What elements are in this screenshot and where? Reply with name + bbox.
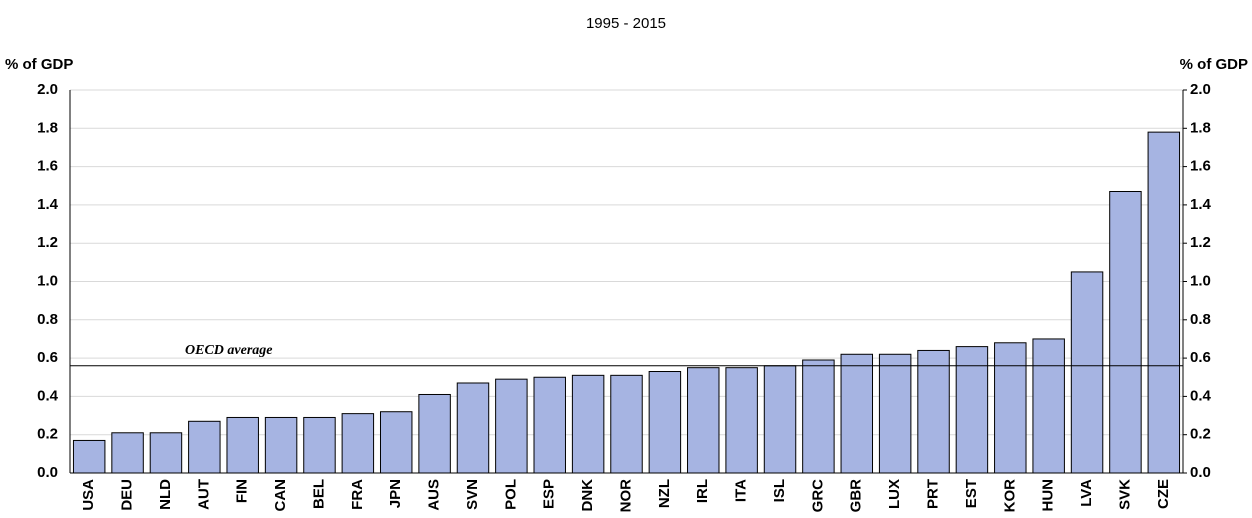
y2-tick-label: 1.0 [1190, 272, 1211, 289]
x-tick-label: ESP [541, 479, 558, 509]
x-tick-label: DEU [119, 479, 136, 511]
x-tick-label: ITA [733, 479, 750, 502]
y2-tick-label: 0.0 [1190, 464, 1211, 481]
x-tick-label: NOR [617, 479, 634, 513]
reference-label: OECD average [185, 343, 273, 358]
y-tick-label: 1.6 [37, 158, 58, 175]
y-tick-label: 2.0 [37, 81, 58, 98]
y2-tick-label: 0.4 [1190, 387, 1212, 404]
y2-tick-label: 1.6 [1190, 158, 1211, 175]
bar [533, 376, 566, 474]
x-tick-label: POL [502, 479, 519, 510]
y2-tick-label: 0.6 [1190, 349, 1211, 366]
x-tick-label: CZE [1155, 479, 1172, 509]
bar [1032, 338, 1065, 474]
y2-tick-label: 1.4 [1190, 196, 1212, 213]
y-tick-label: 0.6 [37, 349, 58, 366]
x-tick-label: USA [80, 479, 97, 511]
bar [1070, 271, 1104, 474]
bar [802, 359, 835, 474]
x-tick-label: NZL [656, 479, 673, 508]
y-tick-label: 0.4 [37, 387, 59, 404]
bar [495, 378, 528, 474]
y-tick-label: 1.8 [37, 119, 58, 136]
y2-tick-label: 0.8 [1190, 311, 1211, 328]
bar [725, 367, 758, 474]
y-axis-label: % of GDP [5, 56, 73, 73]
x-tick-label: DNK [579, 479, 596, 512]
bar [264, 416, 298, 474]
bar [687, 367, 720, 474]
x-tick-label: FRA [349, 479, 366, 510]
bar [188, 420, 221, 474]
x-tick-label: EST [963, 479, 980, 508]
x-tick-label: AUS [426, 479, 443, 511]
bar [149, 432, 183, 474]
y-tick-label: 0.0 [37, 464, 58, 481]
y2-tick-label: 1.2 [1190, 234, 1211, 251]
y-tick-label: 1.4 [37, 196, 59, 213]
x-tick-label: HUN [1040, 479, 1057, 512]
x-tick-label: CAN [272, 479, 289, 512]
bar [1109, 190, 1142, 474]
x-tick-label: PRT [925, 479, 942, 509]
x-tick-label: ISL [771, 479, 788, 502]
x-tick-label: KOR [1001, 479, 1018, 513]
y2-tick-label: 1.8 [1190, 119, 1211, 136]
bar [226, 416, 259, 474]
bar [878, 353, 912, 474]
bar [648, 371, 682, 474]
x-tick-label: GBR [848, 479, 865, 513]
bar [763, 365, 797, 474]
y2-tick-label: 0.2 [1190, 426, 1211, 443]
x-tick-label: SVK [1116, 479, 1133, 510]
x-tick-label: BEL [310, 479, 327, 509]
bar [72, 439, 106, 474]
y-tick-label: 1.2 [37, 234, 58, 251]
y-tick-label: 1.0 [37, 272, 58, 289]
bar [571, 374, 605, 474]
bar [840, 353, 874, 474]
bar [341, 413, 375, 474]
chart-title: 1995 - 2015 [586, 15, 666, 32]
x-tick-label: AUT [195, 479, 212, 510]
bar [418, 393, 451, 474]
x-tick-label: JPN [387, 479, 404, 508]
y-tick-label: 0.2 [37, 426, 58, 443]
x-tick-label: IRL [694, 479, 711, 503]
x-tick-label: SVN [464, 479, 481, 510]
x-tick-label: LVA [1078, 479, 1095, 507]
bar [994, 342, 1027, 474]
bar [610, 374, 643, 474]
bar [303, 416, 336, 474]
bar [379, 411, 413, 474]
bar [917, 349, 950, 474]
x-tick-label: GRC [809, 479, 826, 513]
bar [456, 382, 490, 474]
y2-tick-label: 2.0 [1190, 81, 1211, 98]
bar [111, 432, 144, 474]
bar [1147, 131, 1181, 474]
x-tick-label: LUX [886, 479, 903, 509]
y-tick-label: 0.8 [37, 311, 58, 328]
x-tick-label: FIN [234, 479, 251, 503]
x-tick-label: NLD [157, 479, 174, 510]
y2-axis-label: % of GDP [1180, 56, 1248, 73]
